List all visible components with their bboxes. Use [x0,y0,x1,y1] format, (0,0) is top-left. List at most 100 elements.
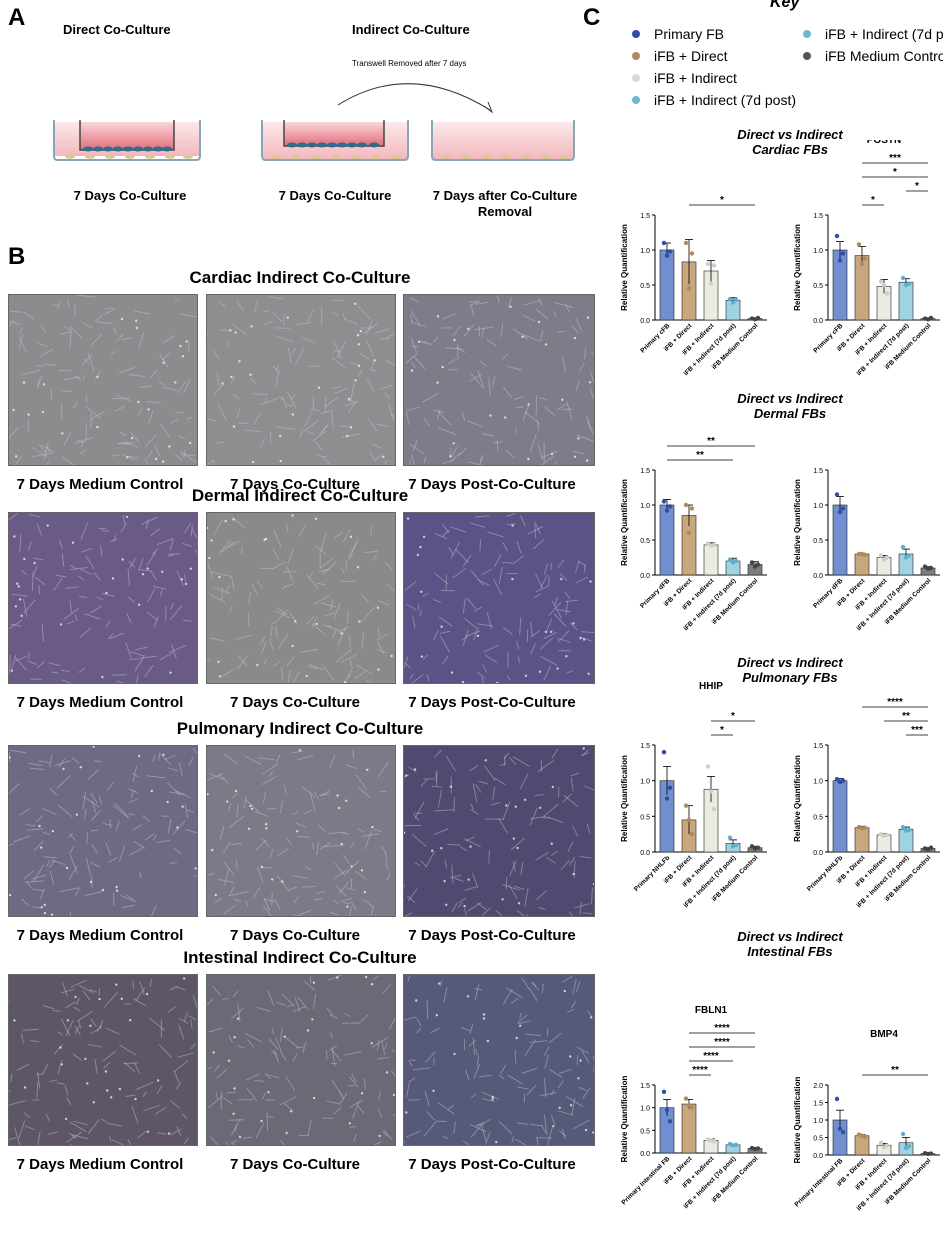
y-axis-label: Relative Quantification [793,479,802,566]
bar [833,505,847,575]
data-point [879,279,883,283]
data-point [929,566,933,570]
micrograph-image [206,512,396,684]
x-tick-label: Primary NHLFb [633,854,671,892]
data-point [690,832,694,836]
key-label: iFB + Indirect (7d p [825,26,943,42]
chart-title: POSTN [867,140,901,146]
y-axis-label: Relative Quantification [793,755,802,842]
data-point [863,553,867,557]
panel-a-letter: A [8,4,25,32]
caption-after-removal: 7 Days after Co-Culture Removal [410,188,600,220]
y-tick-label: 0.5 [813,1136,823,1143]
data-point [907,1144,911,1148]
y-tick-label: 0.5 [640,814,650,821]
data-point [929,316,933,320]
micrograph-image [403,745,595,917]
caption-direct: 7 Days Co-Culture [50,188,210,204]
data-point [863,826,867,830]
significance-label: * [731,711,735,722]
key-item: iFB + Indirect (7d post) [632,92,796,108]
y-tick-label: 1.5 [640,1083,650,1090]
data-point [835,1097,839,1101]
y-axis-label: Relative Quantification [620,1076,629,1163]
data-point [863,1135,867,1139]
micrograph-caption: 7 Days Medium Control [0,1156,200,1173]
row-title: Pulmonary Indirect Co-Culture [20,719,580,739]
significance-label: *** [889,153,901,164]
data-point [728,297,732,301]
bar [682,1104,696,1153]
data-point [835,492,839,496]
bar [660,505,674,575]
bar [833,781,847,852]
direct-coculture-title: Direct Co-Culture [63,22,171,37]
micrograph-image [403,974,595,1146]
y-axis-label: Relative Quantification [620,224,629,311]
micrograph-caption: 7 Days Co-Culture [195,1156,395,1173]
data-point [662,1090,666,1094]
y-tick-label: 1.5 [640,468,650,475]
y-axis-label: Relative Quantification [793,224,802,311]
key-item: Primary FB [632,26,724,42]
post-removal-well [432,120,574,160]
significance-label: * [893,167,897,178]
bar [660,250,674,320]
panel-b-letter: B [8,243,25,271]
data-point [860,262,864,266]
y-tick-label: 1.5 [813,743,823,750]
data-point [907,553,911,557]
significance-label: **** [703,1051,719,1062]
key-item: iFB + Direct [632,48,728,64]
significance-label: **** [887,697,903,708]
data-point [885,833,889,837]
key-label: iFB Medium Control [825,48,943,64]
data-point [841,506,845,510]
micrograph-image [403,512,595,684]
data-point [863,256,867,260]
data-point [665,508,669,512]
y-tick-label: 0.0 [640,1151,650,1158]
data-point [665,1108,669,1112]
significance-label: * [871,195,875,206]
data-point [712,807,716,811]
chart-title: HHIP [699,681,723,692]
bar [899,282,913,320]
y-tick-label: 0.5 [640,283,650,290]
data-point [734,843,738,847]
key-dot-icon [632,30,640,38]
significance-label: ** [707,436,715,447]
y-tick-label: 0.0 [640,850,650,857]
key-label: Primary FB [654,26,724,42]
significance-label: * [915,181,919,192]
key-item: iFB + Indirect (7d p [803,26,943,42]
data-point [857,242,861,246]
chart-title: FBLN1 [695,1005,728,1016]
transwell-removed-label: Transwell Removed after 7 days [352,59,466,68]
data-point [668,249,672,253]
y-tick-label: 0.5 [813,283,823,290]
data-point [706,764,710,768]
significance-label: * [720,725,724,736]
data-point [907,828,911,832]
data-point [712,543,716,547]
data-point [668,786,672,790]
data-point [901,1132,905,1136]
key-label: iFB + Direct [654,48,728,64]
data-point [756,562,760,566]
data-point [662,499,666,503]
y-tick-label: 1.5 [640,213,650,220]
data-point [885,1143,889,1147]
x-tick-label: Primary NHLFb [806,854,844,892]
caption-after-line1: 7 Days after Co-Culture [410,188,600,204]
data-point [687,531,691,535]
bar [704,545,718,575]
caption-after-line2: Removal [410,204,600,220]
bar-chart: TBX20Relative Quantification0.00.51.01.5… [600,180,770,400]
data-point [709,789,713,793]
data-point [835,234,839,238]
y-tick-label: 0.0 [813,318,823,325]
key-dot-icon [803,30,811,38]
significance-label: ** [891,1065,899,1076]
data-point [750,560,754,564]
